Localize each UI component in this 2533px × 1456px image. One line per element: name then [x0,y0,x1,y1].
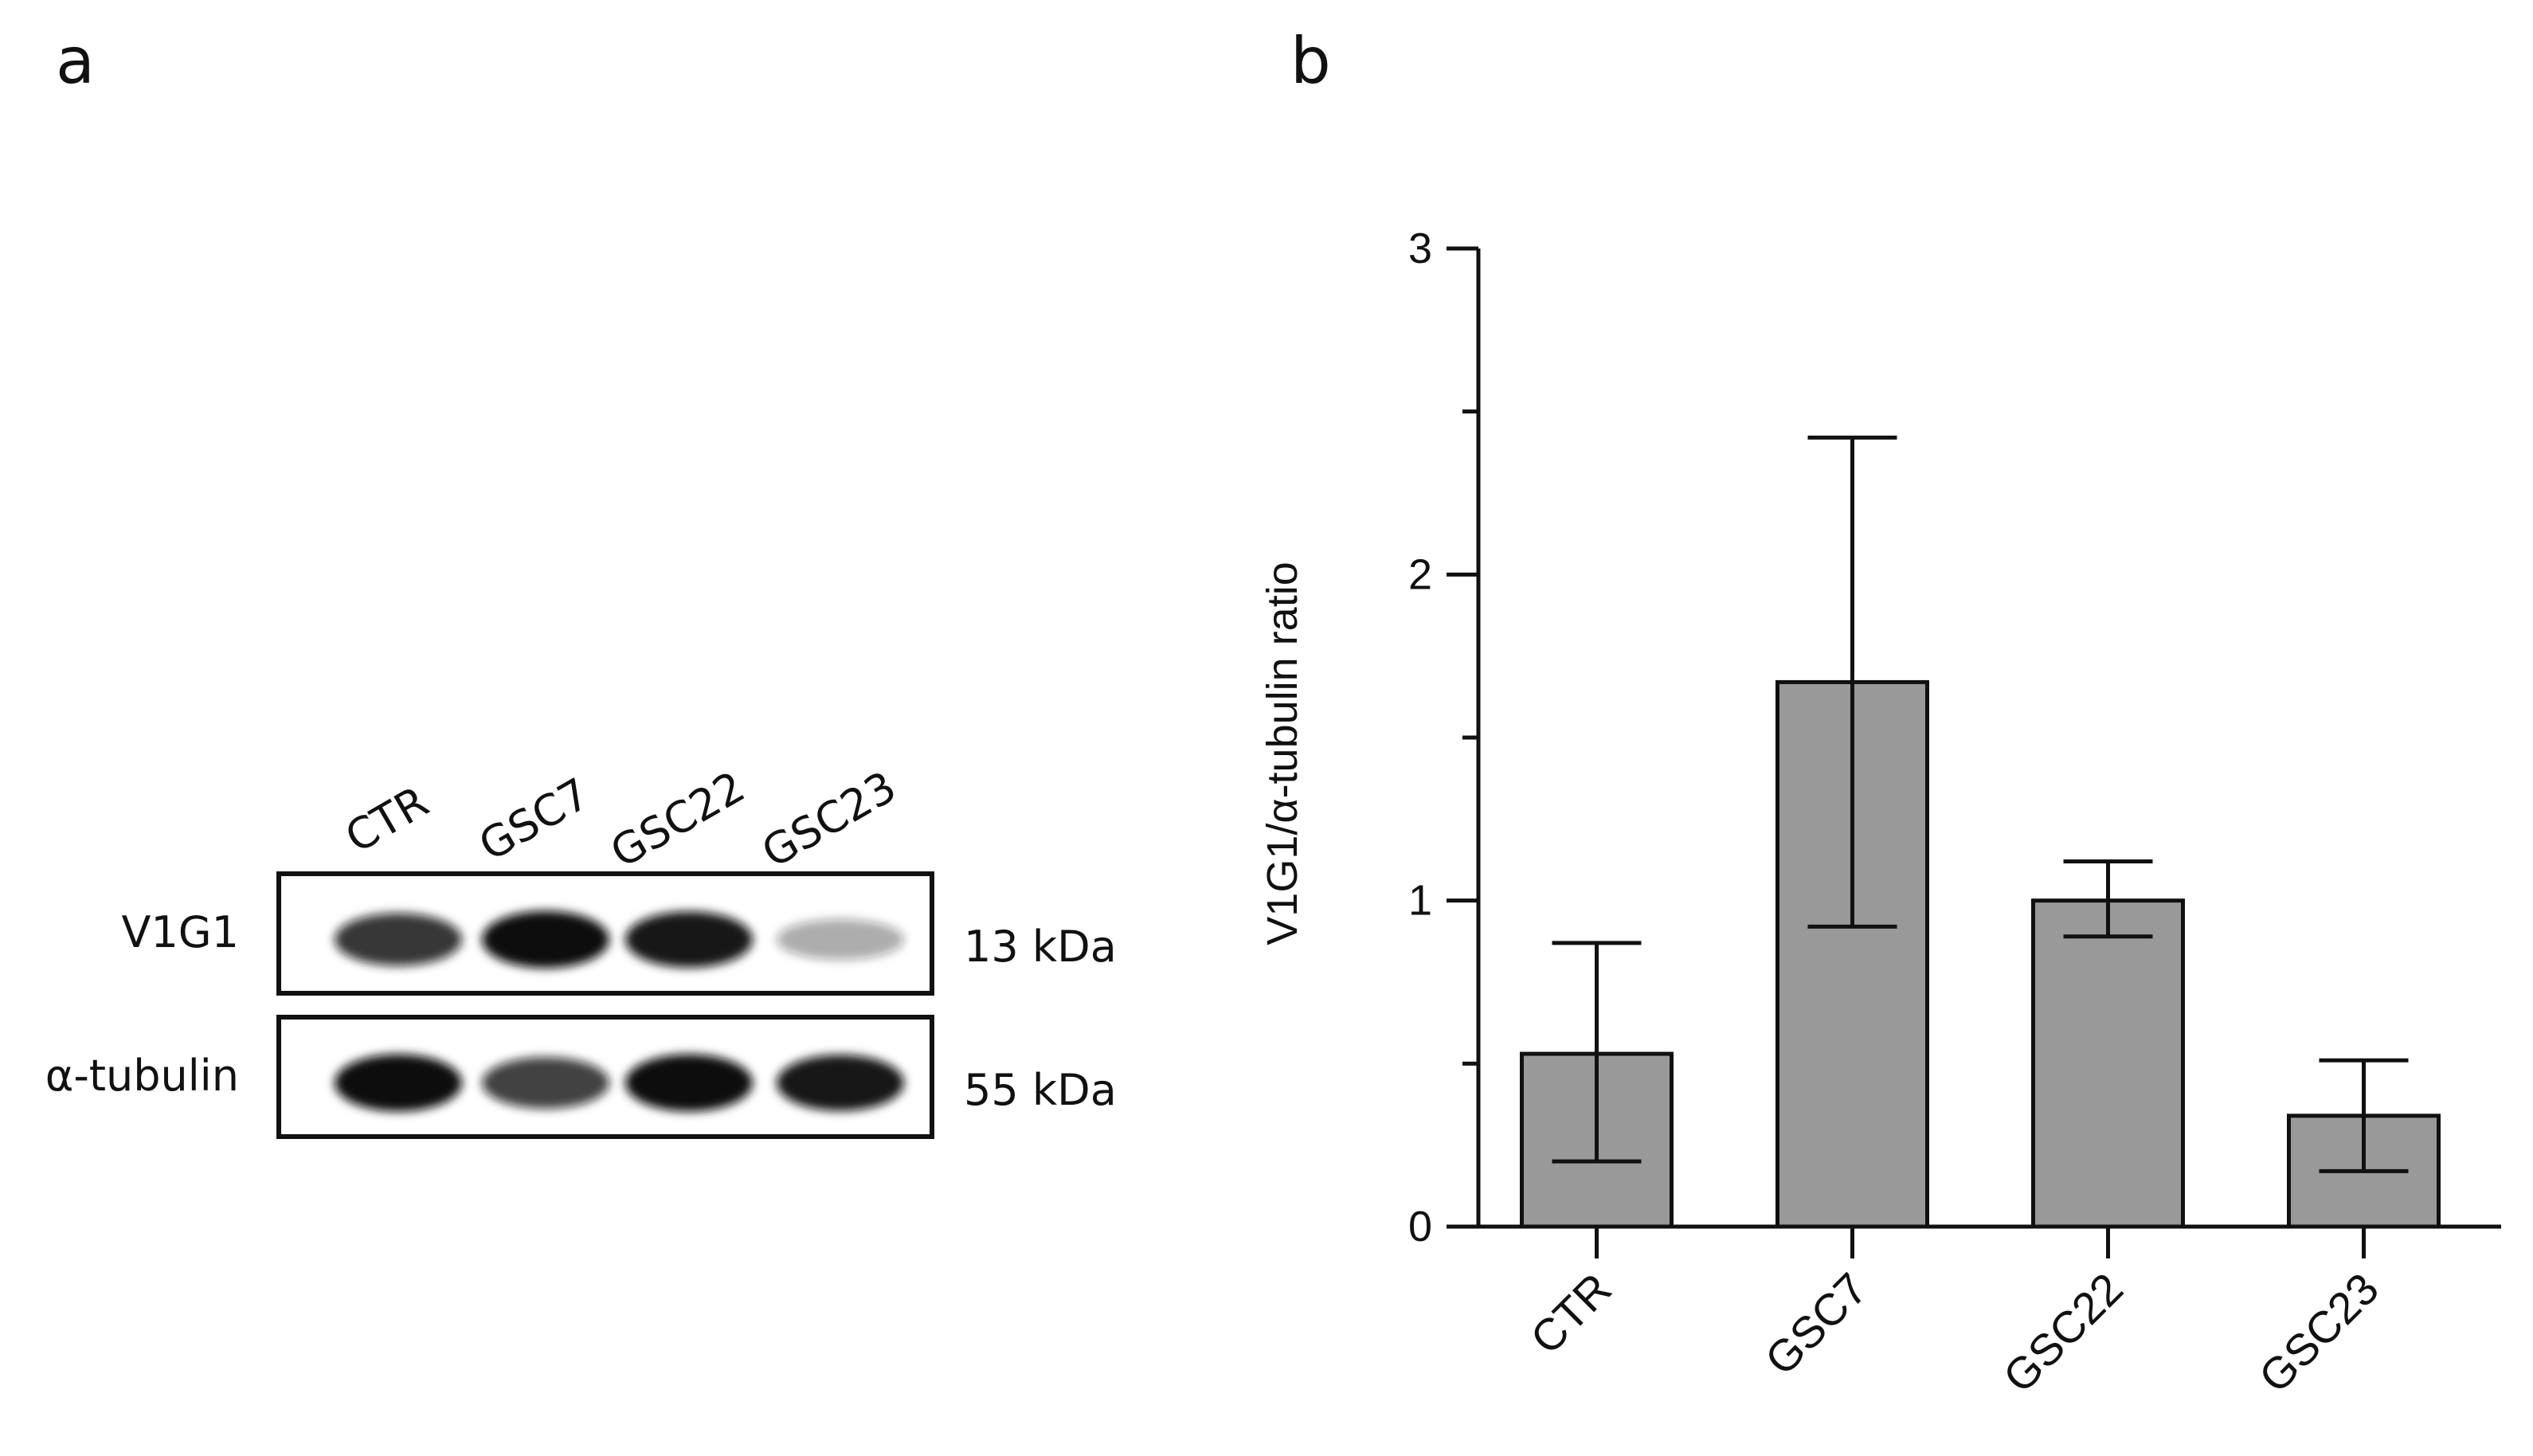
y-tick-label: 3 [1408,225,1432,272]
y-tick-label: 2 [1408,550,1432,598]
blot-band [335,913,462,966]
y-tick-label: 0 [1408,1203,1432,1251]
x-tick-label: GSC7 [1756,1263,1877,1384]
blot-band [482,910,609,969]
western-blot: CTR GSC7 GSC22 GSC23 V1G1 13 kDa α-tubulin 55 … [45,761,1117,1139]
x-tick-label: GSC22 [1994,1263,2132,1402]
bar [2031,898,2185,1229]
blot-band [777,1055,904,1111]
blot-mw-label: 13 kDa [964,922,1117,972]
x-tick-label: CTR [1521,1263,1621,1364]
blot-band [335,1054,462,1112]
blot-band [625,911,753,968]
blot-row: V1G1 13 kDa [122,871,1117,996]
blot-band [625,1054,753,1112]
blot-row-label: V1G1 [122,907,240,957]
blot-mw-label: 55 kDa [964,1065,1117,1115]
blot-row-label: α-tubulin [45,1051,239,1101]
bar-chart: 0 1 2 3 V1G1/α-tubulin ratio CTR GSC7 GSC22 GSC2… [1259,225,2501,1402]
blot-band [777,919,904,960]
blot-band [482,1057,609,1109]
x-tick-label: GSC23 [2249,1263,2388,1402]
blot-lane-label: GSC23 [754,761,905,878]
panel-label-a: a [56,24,96,98]
blot-lane-label: GSC22 [602,761,754,878]
y-tick-label: 1 [1408,877,1432,925]
blot-row: α-tubulin 55 kDa [45,1015,1117,1139]
y-axis-title: V1G1/α-tubulin ratio [1259,562,1306,945]
panel-label-b: b [1290,24,1331,98]
blot-lane-label: GSC7 [471,769,598,871]
blot-lane-label: CTR [337,777,437,863]
